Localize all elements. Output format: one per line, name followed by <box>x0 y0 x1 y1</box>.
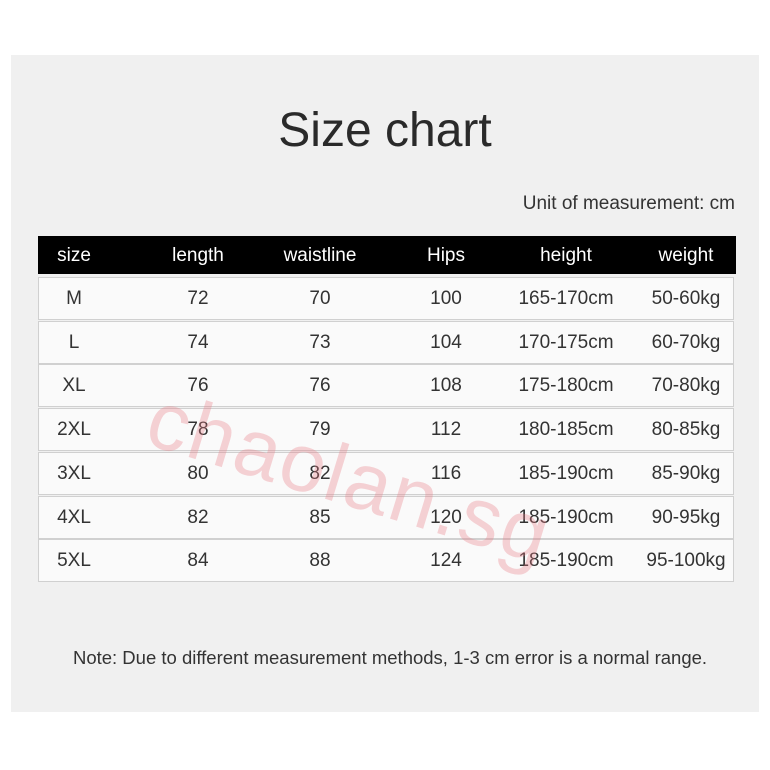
table-cell: 175-180cm <box>518 375 614 397</box>
table-cell: 4XL <box>57 506 91 528</box>
table-cell: 80 <box>187 462 209 484</box>
table-header <box>38 236 736 274</box>
table-row <box>38 539 734 583</box>
header-cell: weight <box>658 245 714 266</box>
table-cell: 100 <box>430 288 462 309</box>
table-cell: 80-85kg <box>651 419 721 441</box>
note: Note: Due to different measurement metho… <box>72 647 708 668</box>
table-cell: 185-190cm <box>518 462 614 484</box>
table-cell: 78 <box>187 419 209 441</box>
table-cell: 180-185cm <box>518 419 614 441</box>
table-cell: 72 <box>187 288 209 309</box>
header-cell: waistline <box>283 245 357 266</box>
table-cell: 104 <box>430 331 462 353</box>
table-cell: 3XL <box>57 462 91 484</box>
table-cell: 84 <box>187 550 209 572</box>
header-cell: height <box>540 245 592 266</box>
table-cell: 2XL <box>57 419 91 441</box>
table-cell: 50-60kg <box>651 288 721 309</box>
table-cell: 90-95kg <box>651 506 721 528</box>
table-cell: 120 <box>430 506 462 528</box>
table-cell: 74 <box>187 331 209 353</box>
table-row <box>38 408 734 452</box>
table-cell: 108 <box>430 375 462 397</box>
header-cell: size <box>57 245 91 266</box>
table-row <box>38 277 734 320</box>
table-cell: 88 <box>309 550 331 572</box>
table-cell: 5XL <box>57 550 91 572</box>
table-cell: 82 <box>187 506 209 528</box>
table-cell: 85 <box>309 506 331 528</box>
table-cell: 60-70kg <box>651 331 721 353</box>
table-cell: 116 <box>430 462 462 484</box>
table-cell: 112 <box>430 419 462 441</box>
table-cell: XL <box>62 375 86 397</box>
table-cell: 170-175cm <box>518 331 614 353</box>
table-cell: 165-170cm <box>518 288 614 309</box>
table-cell: 70 <box>309 288 331 309</box>
title: Size chart <box>278 104 492 157</box>
table-cell: 95-100kg <box>646 550 726 572</box>
table-row <box>38 320 734 364</box>
unit-label: Unit of measurement: cm <box>522 193 735 214</box>
table-cell: 76 <box>187 375 209 397</box>
table-cell: 82 <box>309 462 331 484</box>
table-cell: 70-80kg <box>651 375 721 397</box>
header-cell: Hips <box>426 245 466 266</box>
table-cell: 185-190cm <box>518 506 614 528</box>
table-row <box>38 495 734 539</box>
table-cell: 76 <box>309 375 331 397</box>
table-cell: 124 <box>430 550 462 572</box>
table-row <box>38 364 734 408</box>
table-cell: M <box>66 288 82 309</box>
table-cell: 73 <box>309 331 331 353</box>
table-cell: 185-190cm <box>518 550 614 572</box>
table-cell: L <box>68 331 80 353</box>
table-cell: 85-90kg <box>651 462 721 484</box>
table-row <box>38 451 734 495</box>
header-cell: length <box>172 245 224 266</box>
table-cell: 79 <box>309 419 331 441</box>
